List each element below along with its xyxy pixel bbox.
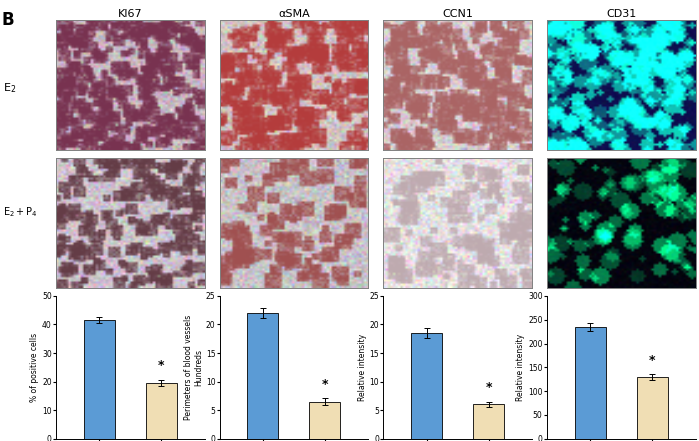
Y-axis label: Relative intensity: Relative intensity xyxy=(516,334,525,401)
Title: CD31: CD31 xyxy=(606,9,636,19)
Text: *: * xyxy=(322,378,328,391)
Bar xyxy=(473,404,504,439)
Y-axis label: % of positive cells: % of positive cells xyxy=(30,333,39,402)
Bar xyxy=(310,402,340,439)
Bar xyxy=(411,333,442,439)
Text: *: * xyxy=(649,354,656,367)
Title: αSMA: αSMA xyxy=(278,9,310,19)
Title: KI67: KI67 xyxy=(118,9,143,19)
Y-axis label: Relative intensity: Relative intensity xyxy=(358,334,366,401)
Bar xyxy=(637,377,668,439)
Bar xyxy=(247,313,278,439)
Bar xyxy=(575,327,605,439)
Y-axis label: Perimeters of blood vessels
Hundreds: Perimeters of blood vessels Hundreds xyxy=(184,315,203,420)
Bar xyxy=(84,320,115,439)
Text: *: * xyxy=(485,381,492,395)
Text: $\mathregular{E_2}$: $\mathregular{E_2}$ xyxy=(3,81,17,95)
Text: *: * xyxy=(158,359,164,373)
Text: $\mathregular{E_2+P_4}$: $\mathregular{E_2+P_4}$ xyxy=(3,205,38,219)
Bar xyxy=(146,383,177,439)
Title: CCN1: CCN1 xyxy=(442,9,473,19)
Text: B: B xyxy=(1,11,14,29)
